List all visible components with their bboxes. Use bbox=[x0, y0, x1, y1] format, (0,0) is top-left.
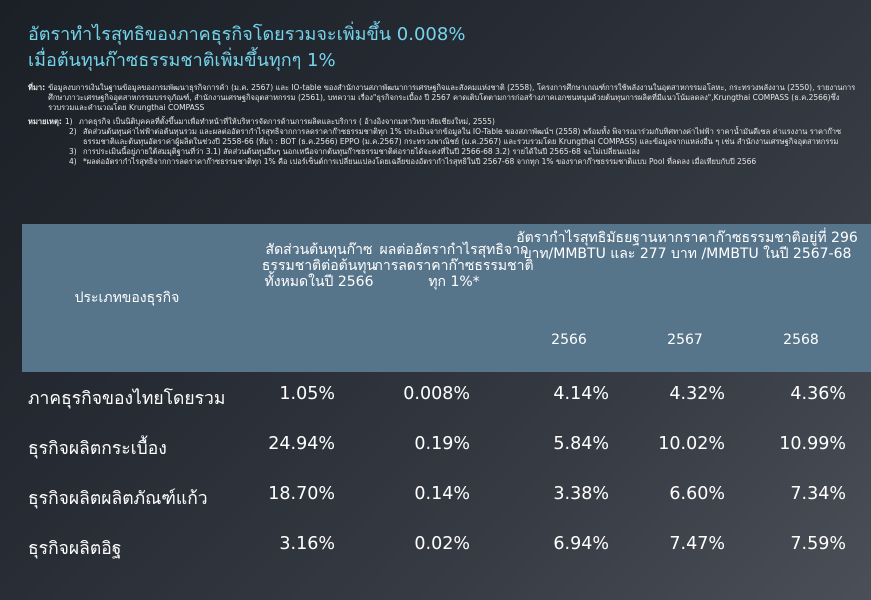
source-note: ที่มา: ข้อมูลงบการเงินในฐานข้อมูลของกรมพ… bbox=[28, 83, 860, 113]
gas-cost-share: 1.05% bbox=[279, 384, 335, 404]
margin-2567: 6.60% bbox=[669, 484, 725, 504]
business-name: ธุรกิจผลิตกระเบื้อง bbox=[28, 439, 167, 459]
margin-2566: 6.94% bbox=[553, 534, 609, 554]
gas-cost-share: 18.70% bbox=[268, 484, 335, 504]
table-row: ธุรกิจผลิตอิฐ 3.16% 0.02% 6.94% 7.47% 7.… bbox=[0, 522, 871, 572]
header-median-margin: อัตรากำไรสุทธิมัธยฐานหากราคาก๊าซธรรมชาติ… bbox=[516, 230, 858, 262]
margin-effect: 0.008% bbox=[403, 384, 470, 404]
margin-2567: 7.47% bbox=[669, 534, 725, 554]
gas-cost-share: 3.16% bbox=[279, 534, 335, 554]
margin-2567: 10.02% bbox=[658, 434, 725, 454]
remark-number: 3) bbox=[69, 147, 77, 156]
table-row: ธุรกิจผลิตกระเบื้อง 24.94% 0.19% 5.84% 1… bbox=[0, 422, 871, 472]
margin-2568: 10.99% bbox=[779, 434, 846, 454]
margin-2568: 4.36% bbox=[790, 384, 846, 404]
source-text: ข้อมูลงบการเงินในฐานข้อมูลของกรมพัฒนาธุร… bbox=[48, 83, 856, 112]
page-title: อัตราทำไรสุทธิของภาคธุรกิจโดยรวมจะเพิ่มข… bbox=[28, 22, 848, 74]
source-label: ที่มา: bbox=[28, 83, 46, 92]
margin-2566: 4.14% bbox=[553, 384, 609, 404]
business-name: ภาคธุรกิจของไทยโดยรวม bbox=[28, 389, 226, 409]
footnotes: ที่มา: ข้อมูลงบการเงินในฐานข้อมูลของกรมพ… bbox=[28, 83, 860, 167]
title-line-1: อัตราทำไรสุทธิของภาคธุรกิจโดยรวมจะเพิ่มข… bbox=[28, 24, 466, 45]
margin-2566: 3.38% bbox=[553, 484, 609, 504]
header-margin-effect: ผลต่ออัตรากำไรสุทธิจากการลดราคาก๊าซธรรมช… bbox=[374, 242, 534, 290]
remark-number: 2) bbox=[69, 127, 77, 136]
remark-note-1: หมายเหตุ: 1) ภาคธุรกิจ เป็นนิติบุคคลที่ต… bbox=[28, 117, 860, 127]
header-gas-cost-share: สัดส่วนต้นทุนก๊าซธรรมชาติต่อต้นทุนทั้งหม… bbox=[261, 242, 377, 290]
remark-note-3: 3) การประเมินนี้อยู่ภายใต้สมมุติฐานที่ว่… bbox=[28, 147, 860, 157]
remark-number: 1) bbox=[64, 117, 73, 126]
gas-cost-share: 24.94% bbox=[268, 434, 335, 454]
remark-text: การประเมินนี้อยู่ภายใต้สมมุติฐานที่ว่า 3… bbox=[83, 147, 640, 156]
margin-2568: 7.34% bbox=[790, 484, 846, 504]
header-year-2568: 2568 bbox=[783, 332, 819, 348]
remark-note-2: 2) สัดส่วนต้นทุนค่าไฟฟ้าต่อต้นทุนรวม และ… bbox=[28, 127, 860, 147]
remark-label: หมายเหตุ: bbox=[28, 117, 62, 126]
table-header: ประเภทของธุรกิจ สัดส่วนต้นทุนก๊าซธรรมชาต… bbox=[22, 224, 871, 372]
margin-2567: 4.32% bbox=[669, 384, 725, 404]
margin-2566: 5.84% bbox=[553, 434, 609, 454]
margin-2568: 7.59% bbox=[790, 534, 846, 554]
title-line-2: เมื่อต้นทุนก๊าซธรรมชาติเพิ่มขึ้นทุกๆ 1% bbox=[28, 50, 336, 71]
remark-number: 4) bbox=[69, 157, 77, 166]
table-row: ธุรกิจผลิตผลิตภัณฑ์แก้ว 18.70% 0.14% 3.3… bbox=[0, 472, 871, 522]
business-name: ธุรกิจผลิตผลิตภัณฑ์แก้ว bbox=[28, 489, 208, 509]
remark-text: *ผลต่ออัตรากำไรสุทธิจากการลดราคาก๊าซธรรม… bbox=[83, 157, 757, 166]
remark-note-4: 4) *ผลต่ออัตรากำไรสุทธิจากการลดราคาก๊าซธ… bbox=[28, 157, 860, 167]
header-business-type: ประเภทของธุรกิจ bbox=[74, 290, 180, 306]
header-year-2566: 2566 bbox=[551, 332, 587, 348]
margin-effect: 0.14% bbox=[414, 484, 470, 504]
header-year-2567: 2567 bbox=[667, 332, 703, 348]
remark-text: สัดส่วนต้นทุนค่าไฟฟ้าต่อต้นทุนรวม และผลต… bbox=[83, 127, 842, 146]
table-row: ภาคธุรกิจของไทยโดยรวม 1.05% 0.008% 4.14%… bbox=[0, 372, 871, 422]
margin-effect: 0.02% bbox=[414, 534, 470, 554]
remark-text: ภาคธุรกิจ เป็นนิติบุคคลที่ตั้งขึ้นมาเพื่… bbox=[78, 117, 495, 126]
business-name: ธุรกิจผลิตอิฐ bbox=[28, 539, 122, 559]
margin-effect: 0.19% bbox=[414, 434, 470, 454]
